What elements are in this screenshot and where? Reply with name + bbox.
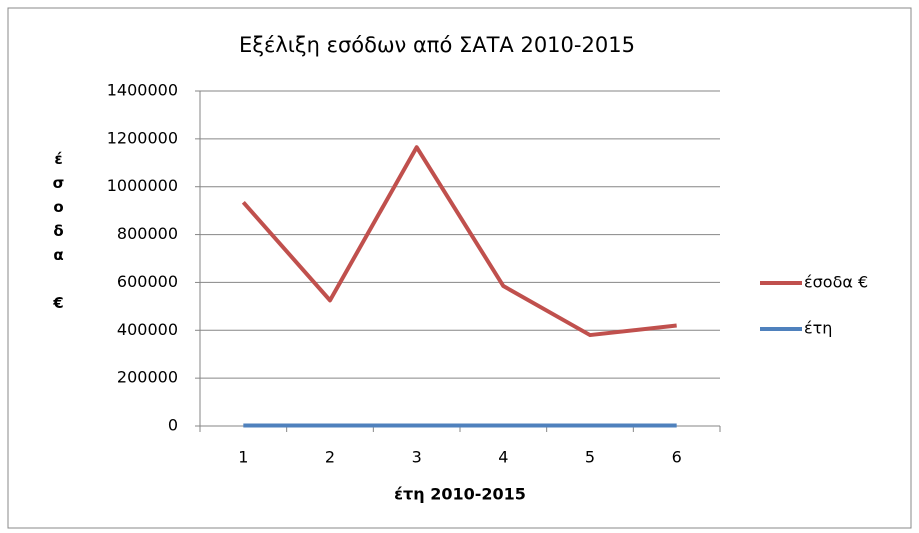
x-axis-label: έτη 2010-2015 [394,485,526,504]
y-tick-label: 1000000 [107,176,178,195]
chart-title: Εξέλιξη εσόδων από ΣΑΤΑ 2010-2015 [239,33,635,57]
y-tick-label: 1400000 [107,81,178,100]
y-tick-label: 800000 [117,224,178,243]
x-tick-label: 1 [238,448,248,467]
legend-label: έτη [804,319,832,338]
x-tick-label: 3 [412,448,422,467]
y-tick-label: 400000 [117,320,178,339]
y-tick-label: 1200000 [107,128,178,147]
chart-frame [7,7,912,529]
x-tick-label: 4 [498,448,508,467]
y-axis-label: έσοδα € [50,150,68,318]
y-tick-label: 200000 [117,368,178,387]
legend-label: έσοδα € [804,273,868,292]
x-tick-label: 5 [585,448,595,467]
y-tick-label: 600000 [117,272,178,291]
x-tick-label: 6 [672,448,682,467]
y-tick-label: 0 [168,416,178,435]
series-line [241,145,677,338]
x-tick-label: 2 [325,448,335,467]
